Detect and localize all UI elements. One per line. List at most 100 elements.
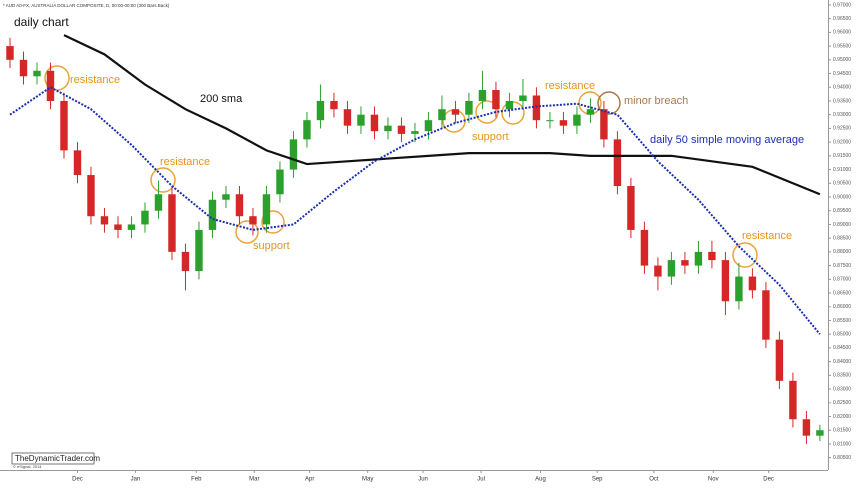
- circle: [150, 167, 176, 193]
- candle-body: [249, 216, 257, 225]
- candle-body: [600, 109, 608, 140]
- circle: [261, 210, 285, 234]
- candle-body: [789, 380, 797, 420]
- y-tick-label: 0.97000: [833, 2, 851, 8]
- candle-body: [775, 339, 784, 381]
- sma-line: [63, 34, 821, 196]
- candle-body: [235, 194, 244, 217]
- candle-body: [735, 276, 743, 302]
- y-tick-label: 0.88000: [833, 249, 851, 255]
- y-tick-label: 0.90000: [833, 194, 851, 200]
- y-tick-label: 0.87500: [833, 263, 851, 269]
- candle-body: [640, 229, 649, 266]
- annotation: support: [472, 131, 509, 143]
- y-tick-label: 0.92000: [833, 139, 851, 145]
- circle: [235, 220, 259, 244]
- y-tick-label: 0.89000: [833, 222, 851, 228]
- candle-body: [802, 419, 811, 436]
- candle-body: [222, 194, 230, 200]
- candle-body: [519, 95, 527, 101]
- y-tick-label: 0.90500: [833, 181, 851, 187]
- y-tick-label: 0.92500: [833, 126, 851, 132]
- circle: [732, 242, 758, 268]
- y-tick-label: 0.81500: [833, 428, 851, 434]
- x-tick-label: Feb: [191, 477, 202, 483]
- y-tick-label: 0.82500: [833, 400, 851, 406]
- annotation: support: [253, 240, 290, 252]
- watermark-box: [11, 452, 95, 465]
- candle-body: [87, 175, 95, 217]
- y-tick-label: 0.96000: [833, 30, 851, 36]
- candle-body: [208, 199, 217, 230]
- x-tick-label: Dec: [72, 477, 83, 483]
- candle-body: [424, 120, 433, 132]
- x-tick-label: Aug: [535, 477, 546, 483]
- y-tick-label: 0.94500: [833, 71, 851, 77]
- candle-body: [627, 186, 635, 230]
- copyright: © eSignal, 2014: [13, 464, 42, 469]
- y-tick-label: 0.91000: [833, 167, 851, 173]
- y-tick-label: 0.84000: [833, 359, 851, 365]
- candle-body: [667, 260, 676, 277]
- y-tick-label: 0.86500: [833, 290, 851, 296]
- candle-body: [303, 120, 311, 140]
- y-tick-label: 0.85500: [833, 318, 851, 324]
- candle-body: [505, 100, 514, 110]
- candle-body: [748, 276, 757, 291]
- candle-body: [114, 224, 122, 230]
- candle-body: [451, 109, 460, 115]
- chart-title: daily chart: [14, 15, 69, 29]
- x-tick-label: Apr: [305, 477, 314, 483]
- watermark: TheDynamicTrader.com: [15, 454, 100, 463]
- candle-body: [708, 251, 716, 261]
- candle-body: [100, 216, 109, 225]
- candle-body: [141, 210, 149, 225]
- x-tick-label: May: [362, 477, 373, 483]
- annotation: resistance: [742, 230, 792, 242]
- annotation: resistance: [70, 74, 120, 86]
- y-tick-label: 0.83500: [833, 373, 851, 379]
- x-tick-label: Oct: [649, 477, 659, 483]
- candle-body: [357, 114, 365, 126]
- y-tick-label: 0.95500: [833, 43, 851, 49]
- candle-body: [181, 251, 190, 272]
- y-tick-label: 0.89500: [833, 208, 851, 214]
- candle-body: [33, 70, 41, 77]
- candle-body: [343, 109, 352, 126]
- candle-body: [532, 95, 541, 121]
- annotation: resistance: [160, 156, 210, 168]
- candle-body: [573, 114, 581, 126]
- candle-body: [816, 430, 824, 436]
- x-tick-label: Jul: [477, 477, 485, 483]
- candle-body: [681, 260, 689, 266]
- y-tick-label: 0.88500: [833, 235, 851, 241]
- candle-body: [316, 100, 325, 121]
- candle-body: [721, 260, 730, 302]
- candle-body: [613, 139, 622, 187]
- candle-body: [6, 46, 14, 60]
- candle-body: [586, 109, 595, 115]
- y-tick-label: 0.81000: [833, 441, 851, 447]
- sma-line: [9, 86, 821, 335]
- circle: [44, 65, 70, 91]
- candle-body: [19, 59, 28, 77]
- candle-body: [478, 89, 487, 101]
- x-tick-label: Jun: [418, 477, 428, 483]
- candle-body: [276, 169, 284, 195]
- candle-body: [330, 100, 338, 110]
- candle-body: [559, 120, 568, 126]
- candle-body: [492, 89, 500, 110]
- series-label: daily 50 simple moving average: [650, 134, 804, 146]
- y-tick-label: 0.91500: [833, 153, 851, 159]
- candle-body: [397, 125, 406, 134]
- y-tick-label: 0.87000: [833, 277, 851, 283]
- candle-body: [262, 194, 271, 225]
- candle-body: [370, 114, 379, 132]
- candle-body: [694, 251, 703, 266]
- y-tick-label: 0.83000: [833, 386, 851, 392]
- y-tick-label: 0.84500: [833, 345, 851, 351]
- candle-body: [654, 265, 662, 277]
- candle-body: [127, 224, 136, 230]
- y-tick-label: 0.94000: [833, 85, 851, 91]
